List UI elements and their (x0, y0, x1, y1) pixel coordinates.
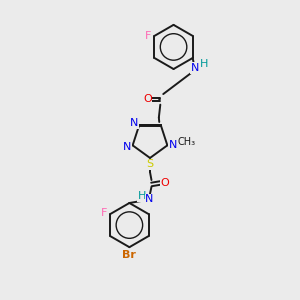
Text: S: S (146, 159, 154, 170)
Text: N: N (130, 118, 138, 128)
Text: H: H (138, 191, 146, 201)
Text: O: O (160, 178, 169, 188)
Text: N: N (190, 63, 199, 73)
Text: F: F (145, 31, 151, 41)
Text: O: O (143, 94, 152, 104)
Text: N: N (169, 140, 177, 150)
Text: F: F (100, 208, 107, 218)
Text: Br: Br (122, 250, 136, 260)
Text: N: N (123, 142, 131, 152)
Text: CH₃: CH₃ (177, 137, 196, 147)
Text: N: N (145, 194, 154, 204)
Text: H: H (200, 59, 208, 69)
